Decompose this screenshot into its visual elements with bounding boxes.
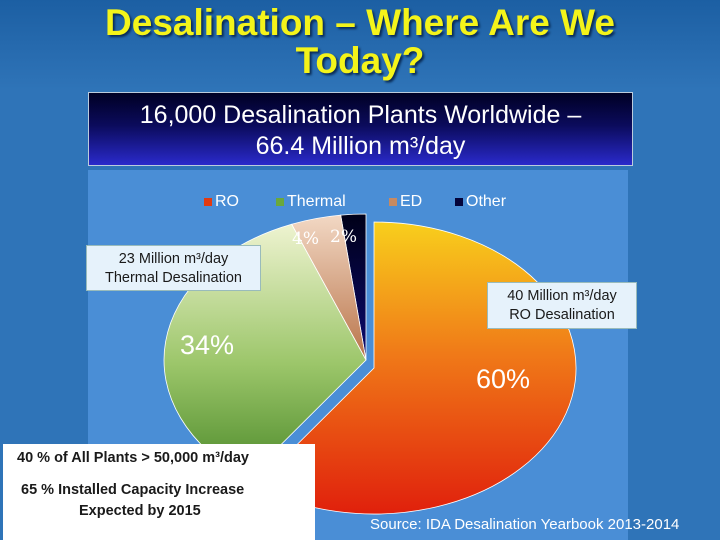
slide-title: Desalination – Where Are We Today? xyxy=(0,4,720,80)
legend-swatch-other xyxy=(455,198,463,206)
legend-item-ro: RO xyxy=(204,193,239,211)
subtitle-line-1: 16,000 Desalination Plants Worldwide – xyxy=(139,101,582,129)
legend-label-ed: ED xyxy=(400,193,423,210)
legend-swatch-ro xyxy=(204,198,212,206)
legend-label-thermal: Thermal xyxy=(287,193,346,210)
legend-item-other: Other xyxy=(455,193,506,211)
legend-swatch-ed xyxy=(389,198,397,206)
legend-item-ed: ED xyxy=(389,193,422,211)
data-label-other: 2% xyxy=(330,227,357,247)
notes-box: 40 % of All Plants > 50,000 m³/day 65 % … xyxy=(3,444,315,540)
data-label-thermal: 34% xyxy=(180,330,235,360)
source-note: Source: IDA Desalination Yearbook 2013-2… xyxy=(370,516,680,533)
legend-label-ro: RO xyxy=(215,193,239,210)
legend-item-thermal: Thermal xyxy=(276,193,346,211)
note-line-2: 65 % Installed Capacity Increase xyxy=(21,482,245,498)
ro-callout-line-1: 40 Million m³/day xyxy=(507,288,617,304)
subtitle: 16,000 Desalination Plants Worldwide – 6… xyxy=(89,100,632,162)
note-line-3: Expected by 2015 xyxy=(79,503,201,519)
data-label-ed: 4% xyxy=(292,229,319,249)
ro-callout: 40 Million m³/day RO Desalination xyxy=(487,282,637,329)
title-bar xyxy=(0,0,720,90)
thermal-callout-line-2: Thermal Desalination xyxy=(104,270,242,286)
subtitle-line-2: 66.4 Million m³/day xyxy=(255,132,466,160)
thermal-callout: 23 Million m³/day Thermal Desalination xyxy=(86,245,261,291)
data-label-ro: 60% xyxy=(476,364,531,394)
title-line-2: Today? xyxy=(295,40,425,81)
subtitle-banner: 16,000 Desalination Plants Worldwide – 6… xyxy=(88,92,633,166)
thermal-callout-line-1: 23 Million m³/day xyxy=(118,251,229,267)
legend-label-other: Other xyxy=(466,193,507,210)
legend-swatch-thermal xyxy=(276,198,284,206)
title-line-1: Desalination – Where Are We xyxy=(105,2,615,43)
ro-callout-line-2: RO Desalination xyxy=(509,307,615,323)
note-line-1: 40 % of All Plants > 50,000 m³/day xyxy=(17,450,249,466)
